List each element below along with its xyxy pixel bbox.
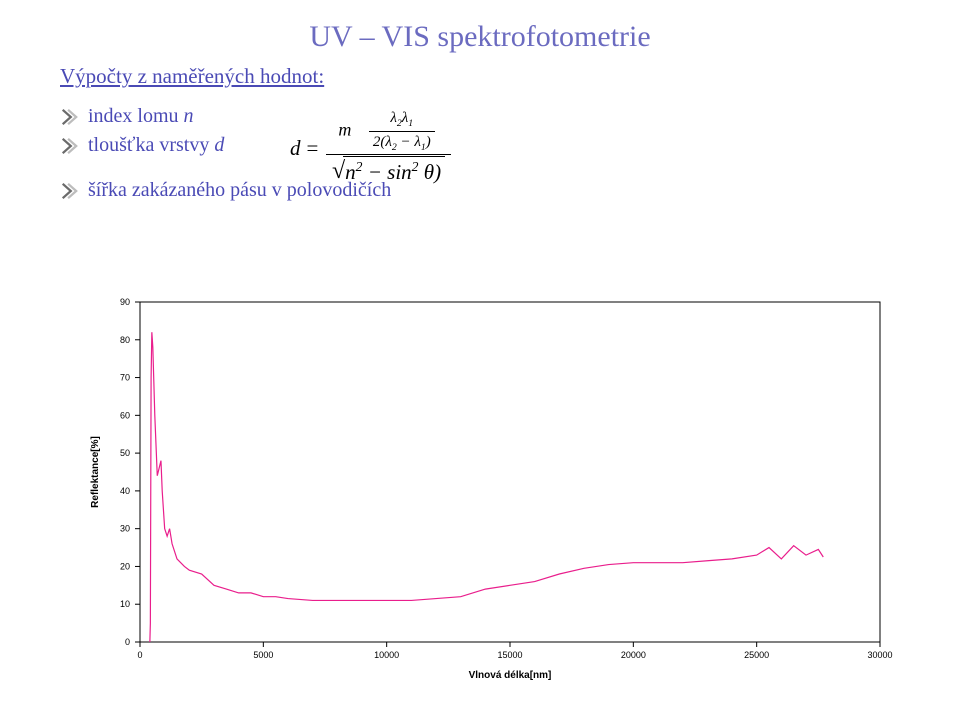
svg-text:20000: 20000 [621,650,646,660]
svg-text:40: 40 [120,486,130,496]
svg-text:Reflektance[%]: Reflektance[%] [90,436,101,508]
chevron-right-icon [60,108,78,126]
subtitle: Výpočty z naměřených hodnot: [60,64,900,89]
svg-text:25000: 25000 [744,650,769,660]
chevron-right-icon [60,137,78,155]
svg-text:50: 50 [120,448,130,458]
page-title: UV – VIS spektrofotometrie [0,0,960,54]
svg-text:10: 10 [120,599,130,609]
svg-text:10000: 10000 [374,650,399,660]
chevron-right-icon [60,182,78,200]
svg-text:20: 20 [120,561,130,571]
formula: d = m λ2λ1 2(λ2 − λ1) √ n2 − sin2 θ) [290,108,455,189]
reflectance-chart: 0 10 20 30 40 50 60 70 80 90 0 5000 10000 15000 20000 2… [80,292,900,692]
svg-text:0: 0 [125,637,130,647]
svg-text:15000: 15000 [497,650,522,660]
bullet-item: šířka zakázaného pásu v polovodičích [60,179,900,202]
svg-text:30000: 30000 [867,650,892,660]
svg-text:70: 70 [120,373,130,383]
bullet-label: index lomu n [88,105,194,128]
svg-text:5000: 5000 [253,650,273,660]
svg-text:60: 60 [120,410,130,420]
bullet-item: tloušťka vrstvy d [60,134,900,157]
svg-text:0: 0 [137,650,142,660]
svg-text:90: 90 [120,297,130,307]
bullet-label: tloušťka vrstvy d [88,134,224,157]
bullet-item: index lomu n [60,105,900,128]
svg-text:80: 80 [120,335,130,345]
svg-text:Vlnová délka[nm]: Vlnová délka[nm] [469,670,552,681]
svg-text:30: 30 [120,524,130,534]
